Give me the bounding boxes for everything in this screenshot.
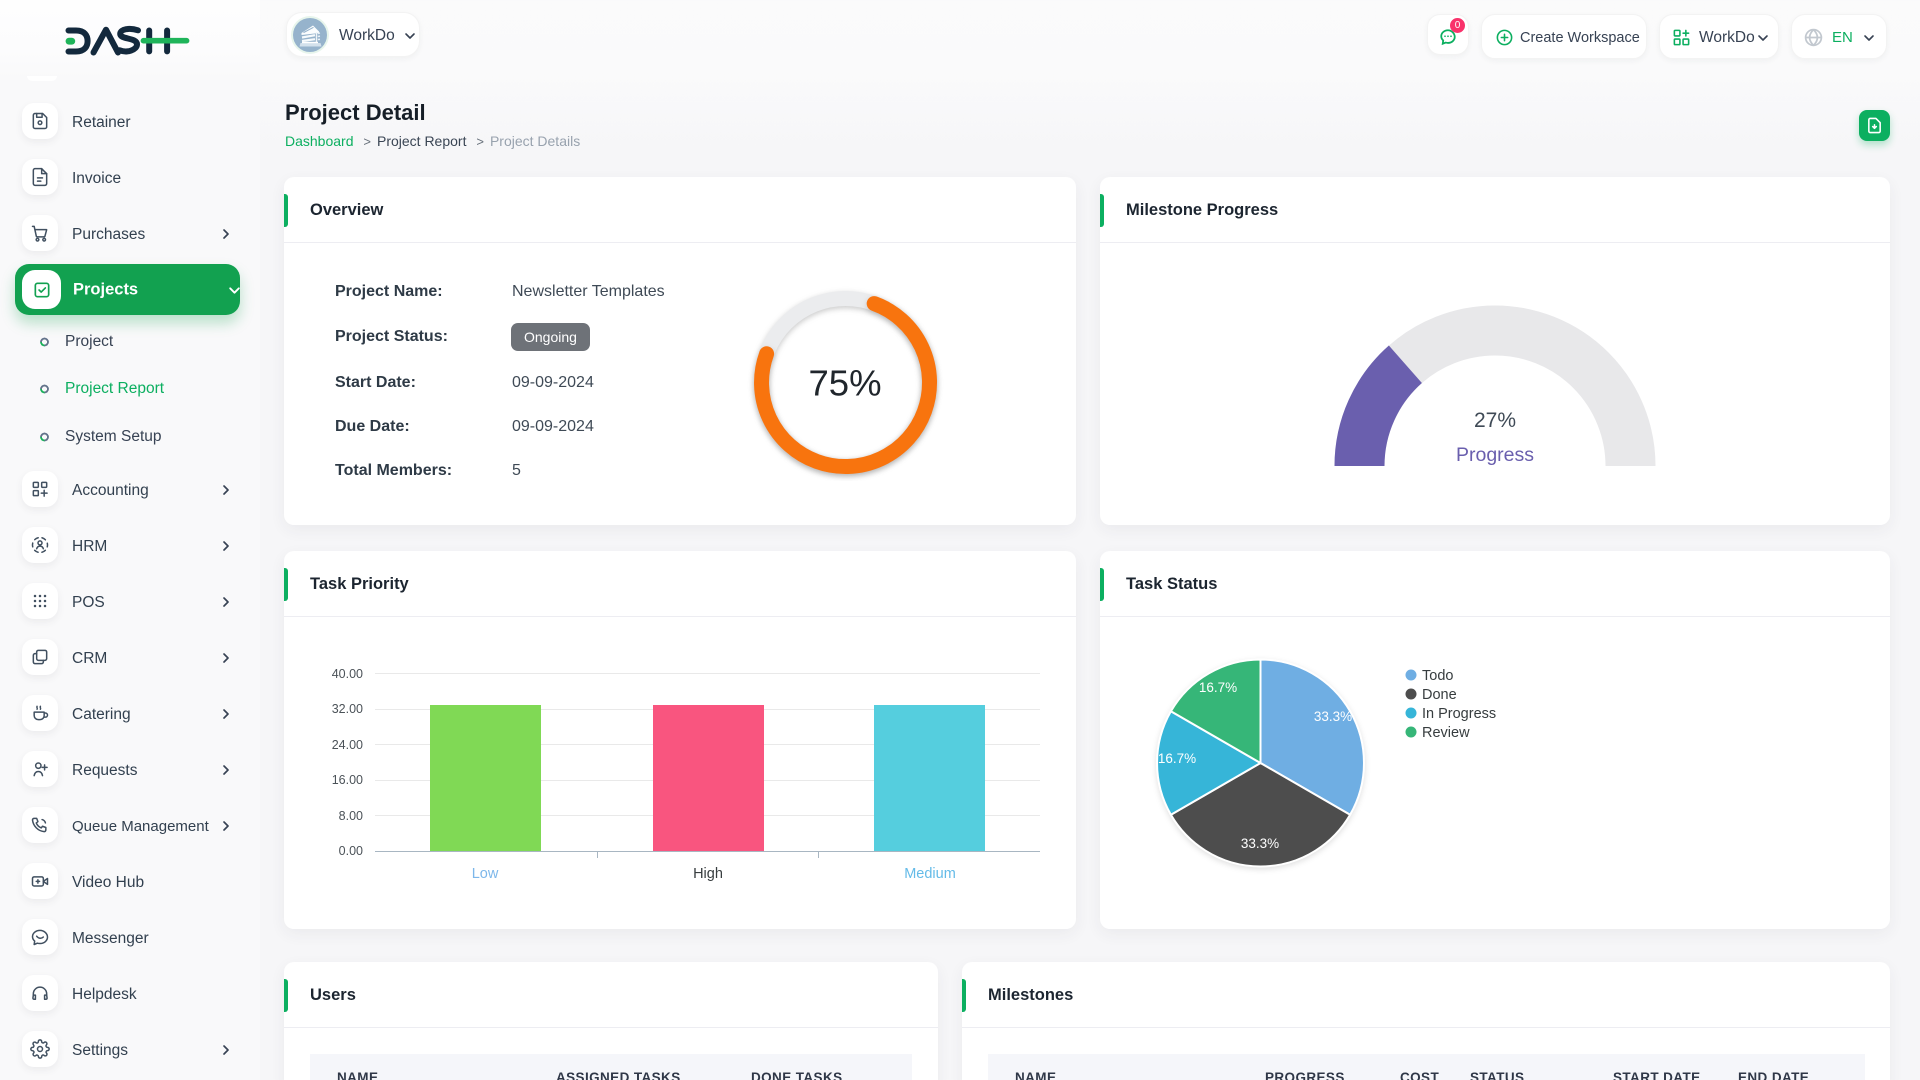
svg-text:Medium: Medium xyxy=(904,866,956,882)
svg-text:Progress: Progress xyxy=(1456,444,1534,466)
svg-text:High: High xyxy=(693,866,723,882)
svg-text:In Progress: In Progress xyxy=(1422,706,1496,722)
svg-text:Todo: Todo xyxy=(1422,668,1453,684)
svg-text:Review: Review xyxy=(1422,725,1470,741)
svg-text:33.3%: 33.3% xyxy=(1241,836,1279,851)
svg-text:75%: 75% xyxy=(808,363,881,404)
svg-text:16.00: 16.00 xyxy=(332,773,363,787)
svg-text:40.00: 40.00 xyxy=(332,667,363,681)
svg-text:Done: Done xyxy=(1422,687,1457,703)
svg-text:16.7%: 16.7% xyxy=(1199,680,1237,695)
svg-text:8.00: 8.00 xyxy=(339,809,363,823)
svg-text:32.00: 32.00 xyxy=(332,702,363,716)
svg-text:27%: 27% xyxy=(1474,409,1516,432)
svg-text:24.00: 24.00 xyxy=(332,738,363,752)
svg-text:16.7%: 16.7% xyxy=(1158,751,1196,766)
svg-text:Low: Low xyxy=(472,866,499,882)
svg-text:0.00: 0.00 xyxy=(339,844,363,858)
svg-text:33.3%: 33.3% xyxy=(1314,709,1352,724)
